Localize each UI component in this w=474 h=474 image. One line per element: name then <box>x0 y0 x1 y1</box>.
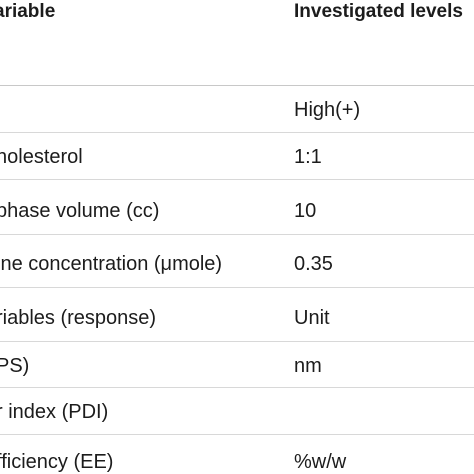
row-variable: riables (response) <box>0 307 157 329</box>
row-variable: phase volume (cc) <box>0 200 160 222</box>
row-level: nm <box>294 355 322 377</box>
row-level: %w/w <box>294 451 347 473</box>
row-level: 1:1 <box>294 146 322 168</box>
table-row: High(+) <box>0 87 474 133</box>
row-variable: ine concentration (μmole) <box>0 253 223 275</box>
table-row: fficiency (EE) %w/w <box>0 436 474 474</box>
row-variable: PS) <box>0 355 30 377</box>
table-row: phase volume (cc) 10 <box>0 189 474 235</box>
row-variable: r index (PDI) <box>0 401 109 423</box>
table-row: holesterol 1:1 <box>0 134 474 180</box>
row-variable: holesterol <box>0 146 83 168</box>
row-level: 10 <box>294 200 317 222</box>
header-variable: ariable <box>0 1 56 22</box>
row-variable: fficiency (EE) <box>0 451 114 473</box>
table-header-row: ariable Investigated levels <box>0 0 474 46</box>
table-row: r index (PDI) <box>0 389 474 435</box>
row-level: 0.35 <box>294 253 333 275</box>
table-row: riables (response) Unit <box>0 296 474 342</box>
table-row: PS) nm <box>0 342 474 388</box>
table-row: ine concentration (μmole) 0.35 <box>0 242 474 288</box>
header-investigated-levels: Investigated levels <box>294 1 463 22</box>
table-row <box>0 46 474 86</box>
row-level: Unit <box>294 307 330 329</box>
row-level: High(+) <box>294 99 361 121</box>
